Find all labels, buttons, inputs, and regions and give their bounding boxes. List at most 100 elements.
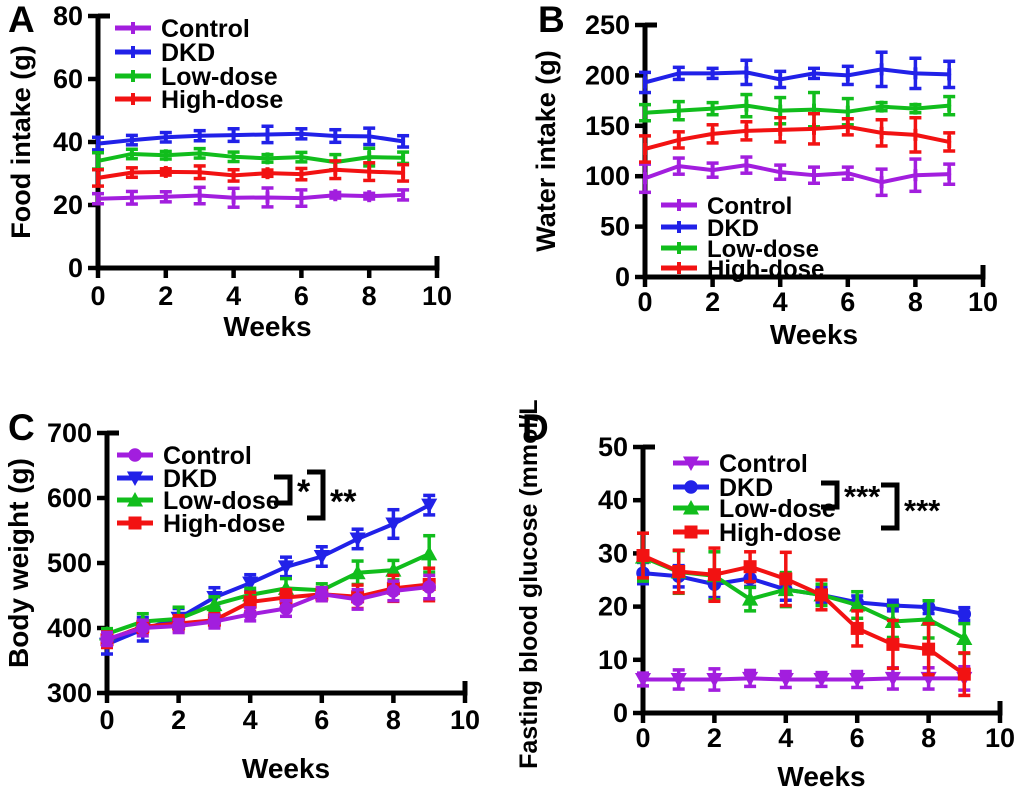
x-axis-ticks: 0 2 4 6 8 10 xyxy=(635,713,1015,753)
data-point-marker xyxy=(676,133,681,146)
significance-bracket: *** xyxy=(821,479,881,514)
y-tick-label: 10 xyxy=(598,645,628,675)
significance-bracket: * xyxy=(274,473,311,511)
data-point-marker xyxy=(349,564,366,580)
legend-marker xyxy=(677,242,681,254)
data-point-marker xyxy=(315,587,329,601)
data-point-marker xyxy=(710,102,715,115)
data-point-marker xyxy=(163,149,168,162)
legend-marker xyxy=(131,46,135,58)
data-point-marker xyxy=(812,67,816,80)
legend-label: Control xyxy=(707,193,792,220)
legend-marker xyxy=(126,491,144,507)
data-point-marker xyxy=(643,106,647,119)
y-axis-title: Fasting blood glucose (mmol/L) xyxy=(515,400,543,769)
x-axis-title: Weeks xyxy=(242,753,330,784)
series-high-dose xyxy=(636,531,971,698)
data-point-marker xyxy=(676,67,681,80)
legend-label: Control xyxy=(161,15,250,43)
legend-item-high-dose: High-dose xyxy=(115,86,283,114)
series-low-dose xyxy=(92,146,410,172)
y-tick-label: 200 xyxy=(585,60,630,90)
legend-item-low-dose: Low-dose xyxy=(661,236,819,263)
x-tick-label: 10 xyxy=(450,705,480,735)
legend-marker xyxy=(684,480,698,494)
series-low-dose xyxy=(639,90,956,129)
data-point-marker xyxy=(676,160,681,173)
y-axis-ticks: 300 400 500 600 700 xyxy=(47,418,107,708)
data-point-marker xyxy=(643,142,647,155)
bracket-path xyxy=(274,474,293,506)
x-tick-label: 10 xyxy=(422,281,452,311)
data-point-marker xyxy=(710,164,715,177)
data-point-marker xyxy=(421,545,438,561)
legend-label: Low-dose xyxy=(707,236,819,263)
data-point-marker xyxy=(778,166,783,179)
series-line xyxy=(641,676,967,682)
legend-item-dkd: DKD xyxy=(661,215,759,242)
data-point-marker xyxy=(742,671,759,687)
y-tick-label: 500 xyxy=(47,548,92,578)
legend-label: Low-dose xyxy=(161,63,278,91)
legend-item-control: Control xyxy=(117,442,252,470)
data-point-marker xyxy=(299,151,304,164)
data-point-marker xyxy=(277,560,295,575)
y-tick-label: 0 xyxy=(613,698,628,728)
data-point-marker xyxy=(879,126,884,139)
data-point-marker xyxy=(706,672,723,688)
data-point-marker xyxy=(845,167,850,180)
data-point-marker xyxy=(676,104,681,117)
series-high-dose xyxy=(639,111,956,164)
data-point-marker xyxy=(279,601,293,616)
data-point-marker xyxy=(401,135,406,148)
panel-letter: D xyxy=(522,407,549,448)
x-tick-label: 10 xyxy=(968,287,998,317)
y-tick-label: 700 xyxy=(47,418,92,448)
data-point-marker xyxy=(670,672,687,688)
series-line xyxy=(643,67,952,85)
data-point-marker xyxy=(672,564,686,578)
series-high-dose xyxy=(100,566,436,650)
data-point-marker xyxy=(778,104,783,117)
data-point-marker xyxy=(163,165,168,178)
y-tick-label: 80 xyxy=(53,1,83,31)
series-line xyxy=(96,192,406,201)
data-point-marker xyxy=(197,189,202,202)
data-point-marker xyxy=(813,672,830,688)
x-tick-label: 4 xyxy=(778,723,793,753)
x-tick-label: 10 xyxy=(985,723,1015,753)
data-point-marker xyxy=(879,176,884,189)
y-tick-label: 60 xyxy=(53,64,83,94)
x-tick-label: 8 xyxy=(362,281,377,311)
bracket-path xyxy=(821,480,840,510)
data-point-marker xyxy=(743,560,757,574)
data-point-marker xyxy=(401,188,406,201)
legend-marker xyxy=(128,448,142,462)
data-point-marker xyxy=(171,619,186,633)
data-point-marker xyxy=(778,123,783,136)
data-point-marker xyxy=(913,102,918,115)
data-point-marker xyxy=(947,135,952,148)
y-tick-label: 100 xyxy=(585,161,630,191)
legend-label: Low-dose xyxy=(719,495,836,523)
data-point-marker xyxy=(96,154,100,167)
panel-b-chart: B 0 50 100 150 200 250 0 2 4 6 8 10 Water intake (g) W… xyxy=(531,0,998,350)
y-axis-title: Body weight (g) xyxy=(3,458,34,668)
data-point-marker xyxy=(886,637,900,651)
x-tick-label: 8 xyxy=(921,723,936,753)
data-point-marker xyxy=(386,584,401,598)
legend-marker xyxy=(131,70,135,82)
legend-marker xyxy=(128,516,142,530)
data-point-marker xyxy=(401,151,406,164)
legend-label: High-dose xyxy=(161,86,283,114)
legend-item-low-dose: Low-dose xyxy=(673,495,836,523)
series-line xyxy=(96,151,406,165)
data-point-marker xyxy=(197,166,202,179)
series-line xyxy=(105,585,432,642)
significance-bracket: *** xyxy=(881,482,941,531)
bracket-path xyxy=(307,469,326,521)
legend-item-low-dose: Low-dose xyxy=(117,487,280,515)
